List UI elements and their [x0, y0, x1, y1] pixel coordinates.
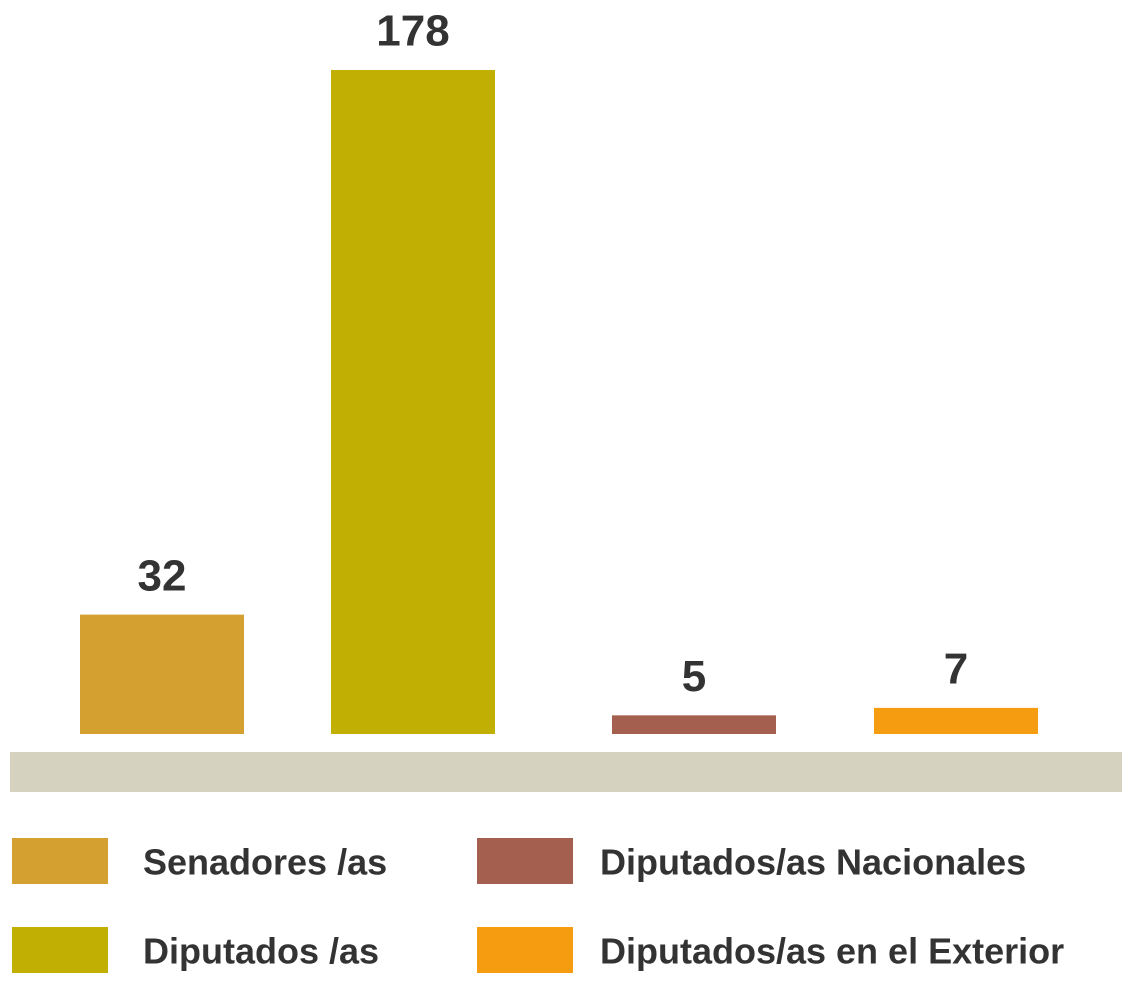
value-label: 7 [944, 645, 968, 694]
value-label: 178 [376, 7, 449, 56]
legend-label: Senadores /as [143, 842, 387, 883]
bar [80, 614, 244, 734]
bar [874, 707, 1038, 734]
bar [612, 715, 776, 734]
bar [331, 70, 495, 734]
legend-label: Diputados /as [143, 931, 379, 972]
value-label: 32 [138, 551, 187, 600]
legend-label: Diputados/as Nacionales [600, 842, 1026, 883]
legend-swatch [477, 838, 573, 884]
legend-swatch [12, 838, 108, 884]
baseline-band [10, 752, 1122, 792]
legend-swatch [12, 927, 108, 973]
legend-label: Diputados/as en el Exterior [600, 931, 1064, 972]
value-label: 5 [682, 652, 706, 701]
legend-swatch [477, 927, 573, 973]
